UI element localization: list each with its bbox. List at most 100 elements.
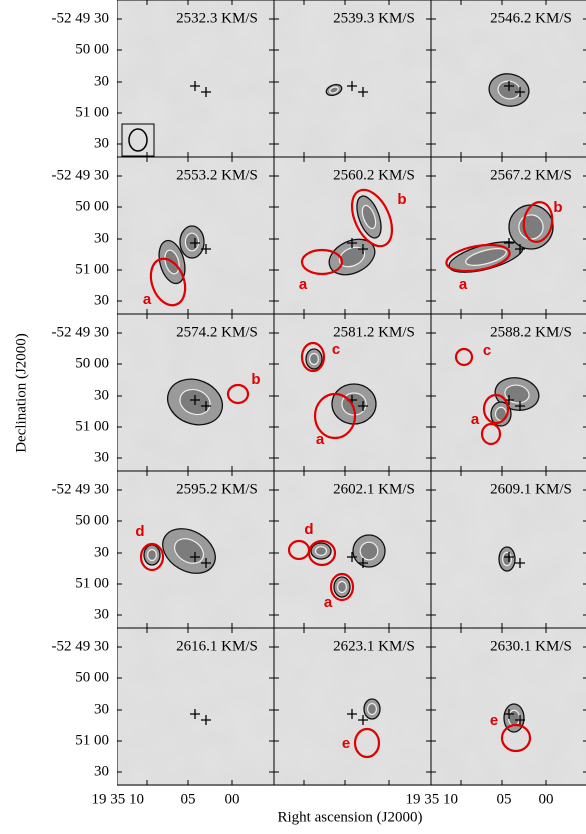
inner-contour — [359, 541, 379, 561]
position-cross — [190, 81, 200, 91]
position-cross — [347, 552, 357, 562]
source-ellipse — [149, 257, 187, 307]
position-cross — [504, 81, 514, 91]
velocity-label: 2616.1 KM/S — [176, 638, 258, 654]
source-ellipse — [226, 383, 250, 405]
y-tick-label: -52 49 30 — [52, 481, 110, 497]
beam — [128, 128, 148, 152]
velocity-label: 2539.3 KM/S — [333, 10, 415, 26]
x-tick-label: 19 35 10 — [92, 791, 145, 807]
y-tick-label: 30 — [94, 701, 109, 717]
x-tick-label: 00 — [539, 791, 554, 807]
inner-contour — [329, 86, 339, 94]
y-tick-label: 30 — [94, 230, 109, 246]
y-tick-label: 51 00 — [75, 104, 109, 120]
inner-contour — [184, 232, 200, 252]
y-tick-label: 30 — [94, 763, 109, 779]
y-tick-label: 30 — [94, 387, 109, 403]
x-tick-label: 05 — [181, 791, 196, 807]
inner-contour — [367, 702, 378, 716]
velocity-label: 2574.2 KM/S — [176, 324, 258, 340]
position-cross — [201, 87, 211, 97]
inner-contour — [361, 204, 377, 230]
y-tick-label: -52 49 30 — [52, 10, 110, 26]
position-cross — [515, 87, 525, 97]
source-label: a — [459, 276, 468, 293]
y-tick-label: 50 00 — [75, 198, 109, 214]
velocity-label: 2623.1 KM/S — [333, 638, 415, 654]
source-label: d — [135, 523, 144, 540]
position-cross — [201, 244, 211, 254]
x-tick-label: 05 — [497, 791, 512, 807]
inner-contour — [507, 709, 521, 727]
position-cross — [190, 238, 200, 248]
y-tick-label: 30 — [94, 292, 109, 308]
position-cross — [358, 401, 368, 411]
y-axis-label: Declination (J2000) — [13, 333, 29, 453]
position-cross — [347, 709, 357, 719]
y-tick-label: 30 — [94, 449, 109, 465]
y-tick-label: 30 — [94, 135, 109, 151]
y-tick-label: 30 — [94, 73, 109, 89]
channel-panel — [117, 470, 275, 629]
position-cross — [201, 401, 211, 411]
source-ellipse — [300, 248, 344, 276]
source-ellipse — [350, 188, 394, 248]
position-cross — [515, 715, 525, 725]
source-ellipse — [139, 542, 165, 572]
position-cross — [358, 715, 368, 725]
inner-contour — [518, 214, 544, 240]
velocity-label: 2532.3 KM/S — [176, 10, 258, 26]
velocity-label: 2595.2 KM/S — [176, 481, 258, 497]
inner-contour — [147, 548, 158, 562]
position-cross — [504, 709, 514, 719]
inner-contour — [338, 246, 366, 268]
source-ellipse — [300, 341, 326, 373]
inner-contour — [314, 545, 328, 556]
source-ellipse — [454, 347, 474, 367]
inner-contour — [337, 580, 348, 594]
velocity-label: 2609.1 KM/S — [490, 481, 572, 497]
y-tick-label: -52 49 30 — [52, 324, 110, 340]
y-tick-label: -52 49 30 — [52, 638, 110, 654]
y-tick-label: 50 00 — [75, 669, 109, 685]
x-tick-label: 00 — [225, 791, 240, 807]
position-cross — [515, 244, 525, 254]
velocity-label: 2630.1 KM/S — [490, 638, 572, 654]
velocity-label: 2588.2 KM/S — [490, 324, 572, 340]
channel-panel — [273, 627, 432, 786]
position-cross — [347, 238, 357, 248]
position-cross — [201, 715, 211, 725]
inner-contour — [502, 551, 513, 567]
position-cross — [201, 558, 211, 568]
velocity-label: 2553.2 KM/S — [176, 167, 258, 183]
source-label: b — [251, 371, 260, 388]
panel-frame — [430, 627, 586, 786]
y-tick-label: 51 00 — [75, 575, 109, 591]
source-ellipse — [445, 243, 511, 273]
velocity-label: 2567.2 KM/S — [490, 167, 572, 183]
y-tick-label: 50 00 — [75, 41, 109, 57]
source-label: a — [324, 594, 333, 611]
y-tick-label: 51 00 — [75, 418, 109, 434]
source-ellipse — [353, 727, 381, 759]
source-ellipse — [329, 572, 355, 602]
y-tick-label: -52 49 30 — [52, 167, 110, 183]
source-label: d — [304, 521, 313, 538]
source-ellipse — [500, 723, 532, 753]
position-cross — [515, 401, 525, 411]
y-tick-label: 50 00 — [75, 512, 109, 528]
source-label: e — [490, 712, 498, 729]
position-cross — [358, 87, 368, 97]
position-cross — [358, 244, 368, 254]
source-ellipse — [480, 422, 502, 446]
position-cross — [358, 558, 368, 568]
inner-contour — [309, 352, 320, 366]
y-tick-label: 51 00 — [75, 261, 109, 277]
source-ellipse — [522, 201, 554, 243]
y-tick-label: 30 — [94, 544, 109, 560]
y-tick-label: 51 00 — [75, 732, 109, 748]
velocity-label: 2546.2 KM/S — [490, 10, 572, 26]
source-ellipse — [313, 392, 357, 440]
